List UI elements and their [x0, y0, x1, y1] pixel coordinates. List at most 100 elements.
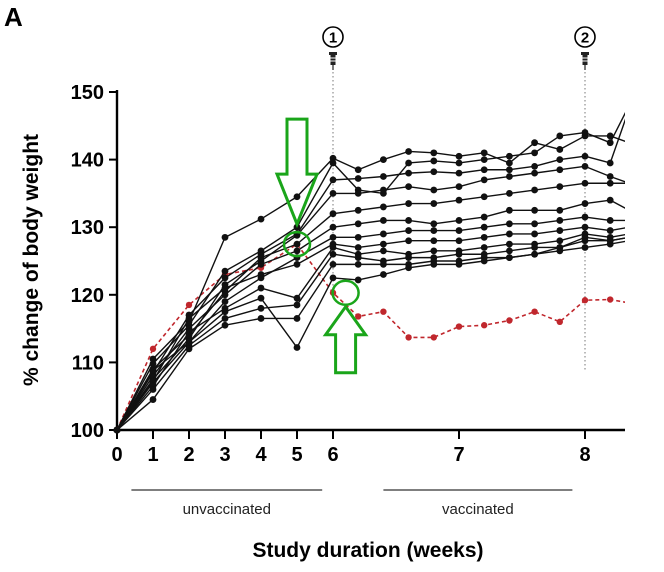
data-point	[405, 237, 412, 245]
data-point	[405, 217, 412, 224]
data-point	[329, 210, 337, 218]
data-point	[626, 180, 633, 187]
data-point	[380, 217, 387, 224]
data-point	[113, 426, 121, 434]
series-animal-9	[113, 230, 633, 434]
data-point	[293, 231, 301, 239]
data-point	[329, 223, 337, 231]
data-point	[581, 297, 589, 304]
data-point	[581, 244, 589, 251]
series-line	[116, 165, 625, 431]
data-point	[531, 206, 538, 214]
data-point	[480, 149, 488, 157]
data-point	[355, 313, 362, 320]
data-point	[581, 213, 589, 221]
data-point	[354, 254, 362, 262]
data-point	[531, 250, 538, 258]
series-animal-12	[113, 233, 625, 434]
series-line	[116, 118, 625, 431]
data-point	[380, 173, 387, 180]
x-tick-label: 4	[255, 444, 267, 466]
data-point	[506, 152, 513, 160]
data-point	[430, 157, 438, 165]
data-point	[531, 186, 538, 194]
series-layer	[113, 102, 633, 434]
annotation-circle	[282, 230, 312, 258]
series-line	[116, 182, 625, 431]
data-point	[480, 244, 488, 251]
series-animal-3	[113, 106, 633, 434]
data-point	[606, 159, 614, 167]
y-axis-title: % change of body weight	[20, 134, 43, 386]
data-point	[556, 244, 564, 251]
data-point	[606, 173, 614, 180]
data-point	[257, 294, 265, 302]
data-point	[293, 315, 301, 322]
data-point	[380, 156, 387, 164]
x-tick-label: 8	[579, 444, 590, 466]
data-point	[430, 260, 438, 268]
data-point	[257, 284, 265, 292]
series-line	[116, 243, 625, 431]
data-point	[329, 190, 337, 197]
data-point	[455, 196, 463, 204]
data-point	[455, 237, 463, 245]
data-point	[626, 217, 633, 224]
period-label: vaccinated	[442, 501, 514, 518]
data-point	[480, 233, 488, 241]
data-point	[405, 227, 412, 234]
data-point	[221, 315, 229, 322]
data-point	[354, 175, 362, 182]
x-tick-label: 6	[327, 444, 338, 466]
y-tick-label: 140	[71, 150, 104, 172]
data-point	[455, 152, 463, 160]
annotation-arrow-down	[274, 117, 320, 229]
data-point	[455, 159, 463, 167]
data-point	[430, 168, 438, 176]
data-point	[455, 260, 463, 268]
data-point	[293, 260, 301, 268]
data-point	[480, 257, 488, 265]
data-point	[531, 308, 538, 315]
data-point	[185, 315, 193, 322]
data-point	[626, 106, 633, 113]
x-tick-label: 2	[183, 444, 194, 466]
series-line	[116, 237, 625, 431]
data-point	[581, 179, 589, 187]
data-point	[581, 162, 589, 170]
data-point	[606, 237, 614, 245]
data-point	[506, 173, 513, 180]
data-point	[506, 206, 513, 214]
axes: 100 110 120 130 140 150 0 1 2 3 4 5 6 7 8 unvaccinated v…	[71, 82, 625, 518]
data-point	[531, 139, 538, 147]
data-point	[606, 132, 614, 140]
syringe-icon	[581, 52, 589, 70]
data-point	[354, 233, 362, 241]
data-point	[221, 274, 229, 282]
annotation-circle	[331, 279, 360, 307]
vaccination-number-2: 2	[581, 30, 589, 47]
data-point	[480, 156, 488, 164]
data-point	[626, 231, 633, 238]
data-point	[455, 250, 463, 258]
data-point	[455, 227, 463, 234]
data-point	[455, 217, 463, 224]
data-point	[329, 250, 337, 258]
data-point	[506, 159, 513, 167]
data-point	[405, 169, 412, 177]
data-point	[581, 200, 589, 207]
data-point	[626, 102, 633, 109]
data-point	[606, 227, 614, 234]
annotation-layer	[274, 117, 369, 375]
data-point	[149, 345, 157, 353]
data-point	[149, 386, 157, 393]
series-animal-2	[113, 102, 633, 434]
series-animal-6	[113, 196, 625, 434]
data-point	[581, 223, 589, 231]
data-point	[380, 203, 387, 211]
data-point	[221, 308, 229, 316]
x-tick-label: 0	[111, 444, 122, 466]
data-point	[329, 176, 337, 184]
data-point	[221, 291, 229, 299]
data-point	[185, 328, 193, 336]
